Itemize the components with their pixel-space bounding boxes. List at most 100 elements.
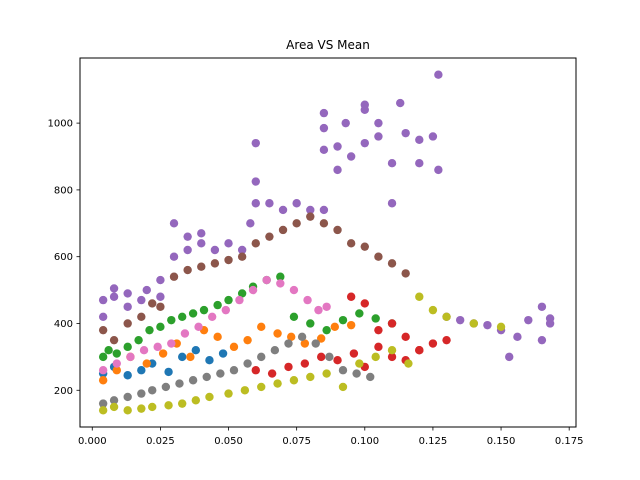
plot-frame (79, 57, 577, 428)
scatter-point (158, 349, 168, 358)
scatter-point (98, 399, 108, 408)
scatter-point (167, 339, 176, 348)
scatter-point (257, 382, 266, 392)
scatter-point (148, 386, 157, 395)
scatter-point (442, 335, 451, 345)
scatter-point (251, 199, 260, 208)
scatter-point (396, 98, 405, 108)
scatter-point (112, 366, 121, 375)
y-tick-label: 600 (54, 252, 73, 263)
scatter-point (415, 158, 424, 168)
scatter-point (237, 252, 247, 261)
scatter-point (352, 369, 361, 378)
scatter-point (387, 199, 397, 208)
scatter-point (322, 369, 331, 378)
scatter-point (496, 322, 506, 332)
scatter-point (210, 259, 220, 268)
scatter-point (360, 105, 369, 114)
scatter-point (251, 366, 260, 375)
scatter-point (483, 320, 492, 330)
x-tick-label: 0.075 (282, 436, 311, 447)
scatter-point (180, 329, 190, 338)
scatter-point (428, 132, 438, 141)
scatter-point (251, 138, 260, 148)
scatter-point (109, 396, 119, 405)
scatter-point (164, 367, 173, 377)
scatter-point (287, 332, 296, 342)
scatter-point (333, 142, 342, 151)
scatter-point (240, 386, 250, 395)
scatter-point (221, 305, 230, 315)
scatter-point (156, 275, 165, 285)
scatter-point (455, 315, 465, 325)
x-tick-label: 0.175 (555, 436, 584, 447)
scatter-point (292, 219, 301, 228)
scatter-point (319, 205, 329, 215)
scatter-point (112, 359, 121, 368)
scatter-point (387, 259, 397, 268)
scatter-point (109, 284, 119, 293)
scatter-point (98, 406, 108, 415)
scatter-point (98, 366, 108, 375)
scatter-point (169, 219, 179, 228)
scatter-point (229, 342, 239, 352)
x-tick-label: 0.125 (419, 436, 448, 447)
scatter-point (213, 332, 222, 342)
scatter-point (257, 322, 266, 332)
scatter-point (262, 275, 271, 285)
scatter-point (360, 138, 369, 148)
scatter-point (123, 371, 132, 380)
scatter-point (98, 376, 108, 385)
scatter-point (123, 289, 132, 298)
scatter-point (265, 232, 274, 241)
scatter-point (123, 302, 132, 311)
scatter-point (360, 242, 369, 251)
chart-title: Area VS Mean (286, 38, 370, 52)
scatter-point (545, 319, 555, 328)
scatter-point (148, 402, 157, 412)
scatter-point (349, 349, 359, 358)
scatter-point (229, 366, 239, 375)
scatter-point (251, 239, 260, 248)
scatter-point (202, 372, 211, 382)
scatter-point (139, 345, 149, 355)
y-tick-label: 400 (54, 319, 73, 330)
scatter-point (333, 165, 342, 175)
scatter-point (387, 158, 397, 168)
scatter-point (338, 382, 348, 392)
scatter-point (188, 309, 198, 318)
scatter-point (338, 366, 348, 375)
scatter-point (178, 352, 187, 362)
scatter-point (199, 305, 209, 315)
scatter-point (98, 325, 108, 335)
scatter-point (112, 349, 121, 358)
scatter-point (137, 389, 146, 398)
scatter-point (300, 339, 310, 348)
scatter-point (322, 325, 331, 335)
scatter-point (292, 199, 301, 208)
scatter-point (273, 329, 282, 338)
scatter-point (169, 252, 179, 261)
scatter-point (123, 342, 132, 352)
scatter-point (188, 376, 198, 385)
scatter-point (284, 362, 293, 372)
scatter-point (197, 229, 206, 238)
scatter-point (278, 205, 288, 215)
scatter-point (276, 279, 285, 288)
scatter-point (270, 345, 280, 355)
scatter-point (469, 319, 478, 328)
x-tick-label: 0.150 (487, 436, 516, 447)
scatter-point (374, 342, 383, 352)
scatter-point (316, 352, 326, 362)
scatter-point (524, 315, 533, 325)
scatter-point (306, 319, 315, 328)
scatter-point (346, 320, 356, 330)
scatter-point (123, 319, 132, 328)
scatter-point (237, 245, 247, 255)
y-tick-label: 200 (54, 386, 73, 397)
y-axis: 200 400 600 800 1000 (48, 119, 80, 397)
scatter-point (210, 245, 220, 255)
scatter-point (224, 255, 233, 265)
scatter-point (142, 359, 151, 368)
